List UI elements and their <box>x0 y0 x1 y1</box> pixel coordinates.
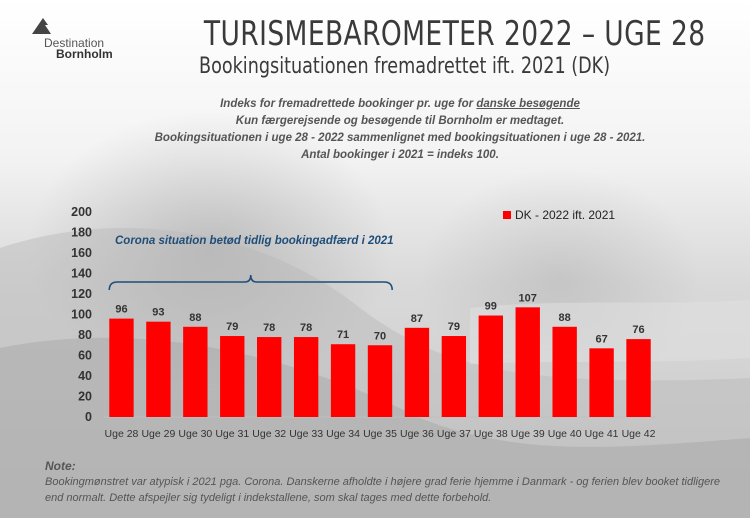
legend-label: DK - 2022 ift. 2021 <box>515 208 615 222</box>
bar <box>478 315 503 417</box>
x-tick-label: Uge 39 <box>511 428 545 440</box>
x-tick-label: Uge 30 <box>178 428 212 440</box>
legend-swatch <box>503 211 511 219</box>
annotation-bracket <box>108 274 393 291</box>
bar <box>404 327 430 417</box>
description-line-1-underlined: danske besøgende <box>476 98 580 110</box>
chart-description: Indeks for fremadrettede bookinger pr. u… <box>100 96 700 164</box>
bar <box>441 336 467 417</box>
bar <box>109 318 134 417</box>
bar <box>257 337 282 417</box>
x-tick-label: Uge 31 <box>215 428 249 440</box>
data-label: 88 <box>559 312 571 324</box>
y-tick-label: 180 <box>71 226 92 240</box>
bar <box>183 326 208 417</box>
data-label: 71 <box>337 329 349 341</box>
y-tick-label: 60 <box>78 349 92 363</box>
bar <box>367 345 393 417</box>
data-label: 79 <box>226 321 238 333</box>
data-label: 96 <box>115 304 127 316</box>
note-title: Note: <box>45 459 76 473</box>
y-tick-label: 160 <box>71 246 92 260</box>
data-label: 99 <box>485 301 497 313</box>
data-label: 78 <box>300 322 312 334</box>
logo-mark-icon <box>32 18 51 34</box>
data-label: 88 <box>189 312 201 324</box>
bar <box>552 326 577 417</box>
y-tick-label: 80 <box>78 328 92 342</box>
bar <box>515 307 540 417</box>
x-tick-label: Uge 40 <box>548 428 582 440</box>
x-tick-label: Uge 32 <box>252 428 286 440</box>
data-label: 107 <box>519 292 537 304</box>
data-label: 67 <box>595 333 607 345</box>
bar <box>330 344 356 417</box>
x-tick-label: Uge 41 <box>585 428 619 440</box>
x-tick-label: Uge 38 <box>474 428 508 440</box>
y-tick-label: 100 <box>71 308 92 322</box>
data-label: 70 <box>374 330 386 342</box>
note-box: Note: Bookingmønstret var atypisk i 2021… <box>45 458 735 506</box>
annotation-text: Corona situation betød tidlig bookingadf… <box>115 235 394 247</box>
y-tick-label: 200 <box>71 205 92 219</box>
description-line-4: Antal bookinger i 2021 = indeks 100. <box>301 149 499 161</box>
destination-bornholm-logo: Destination Bornholm <box>22 16 142 61</box>
bar <box>626 339 651 417</box>
x-tick-label: Uge 28 <box>105 428 139 440</box>
description-line-2: Kun færgerejsende og besøgende til Bornh… <box>235 115 565 127</box>
x-tick-label: Uge 33 <box>289 428 323 440</box>
data-label: 79 <box>448 321 460 333</box>
bar <box>293 337 319 417</box>
x-tick-label: Uge 35 <box>363 428 397 440</box>
y-tick-label: 140 <box>71 267 92 281</box>
y-tick-label: 120 <box>71 287 92 301</box>
data-label: 93 <box>152 307 164 319</box>
x-tick-label: Uge 37 <box>437 428 471 440</box>
x-tick-label: Uge 36 <box>400 428 434 440</box>
bar <box>146 321 171 417</box>
bar <box>220 336 245 417</box>
y-tick-label: 40 <box>78 369 92 383</box>
description-line-3: Bookingsituationen i uge 28 - 2022 samme… <box>154 132 646 144</box>
note-text: Bookingmønstret var atypisk i 2021 pga. … <box>45 476 721 504</box>
x-tick-label: Uge 42 <box>622 428 656 440</box>
logo-line-2: Bornholm <box>56 47 113 61</box>
bar <box>589 348 614 417</box>
data-label: 78 <box>263 322 275 334</box>
y-tick-label: 20 <box>78 390 92 404</box>
y-tick-label: 0 <box>85 410 92 424</box>
x-tick-label: Uge 34 <box>326 428 360 440</box>
data-label: 76 <box>632 324 644 336</box>
logo-line-1: Destination <box>44 36 105 50</box>
x-tick-label: Uge 29 <box>141 428 175 440</box>
description-line-1: Indeks for fremadrettede bookinger pr. u… <box>100 96 700 113</box>
description-line-1-prefix: Indeks for fremadrettede bookinger pr. u… <box>220 98 477 110</box>
data-label: 87 <box>411 313 423 325</box>
page-subtitle: Bookingsituationen fremadrettet ift. 202… <box>199 54 611 79</box>
